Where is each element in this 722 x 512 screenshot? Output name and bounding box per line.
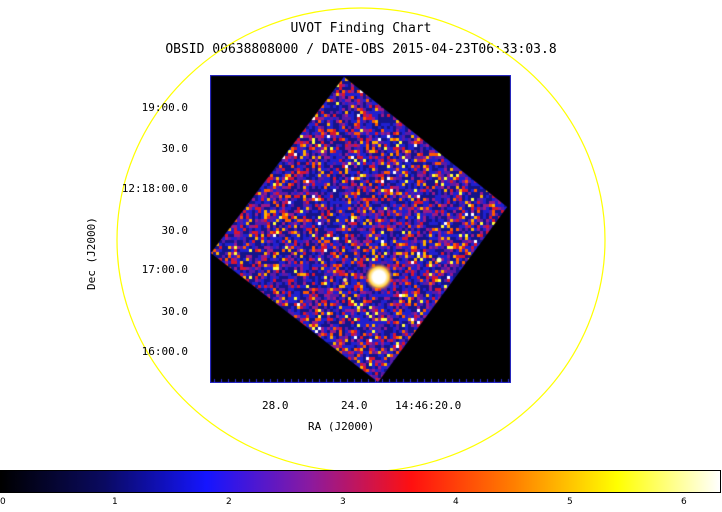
- colorbar-tick-label: 4: [453, 497, 459, 507]
- ra-tick-label: 14:46:20.0: [395, 399, 462, 412]
- field-of-view-circle: [116, 7, 606, 470]
- finding-chart-overlay: [116, 7, 606, 470]
- sky-image[interactable]: [210, 75, 511, 383]
- colorbar-tick-label: 5: [567, 497, 573, 507]
- ra-axis-label: RA (J2000): [308, 420, 375, 433]
- dec-axis-label: Dec (J2000): [85, 217, 98, 290]
- chart-title: UVOT Finding Chart: [290, 21, 432, 36]
- dec-tick-label: 12:18:00.0: [121, 182, 188, 195]
- colorbar-tick-label: 0: [0, 497, 6, 507]
- dec-tick-label: 30.0: [161, 224, 189, 237]
- dec-tick-label: 19:00.0: [141, 101, 188, 114]
- dec-tick-label: 17:00.0: [141, 263, 188, 276]
- colorbar-tick-label: 1: [112, 497, 118, 507]
- dec-tick-label: 30.0: [161, 305, 189, 318]
- colorbar-tick-label: 3: [340, 497, 346, 507]
- observation-info: OBSID 00638808000 / DATE-OBS 2015-04-23T…: [165, 42, 557, 57]
- ra-tick-label: 28.0: [262, 399, 289, 412]
- colorbar-tick-label: 2: [226, 497, 232, 507]
- ra-tick-label: 24.0: [341, 399, 368, 412]
- dec-tick-label: 16:00.0: [141, 345, 188, 358]
- colorbar: [0, 470, 721, 493]
- dec-tick-label: 30.0: [161, 142, 189, 155]
- colorbar-tick-label: 6: [681, 497, 687, 507]
